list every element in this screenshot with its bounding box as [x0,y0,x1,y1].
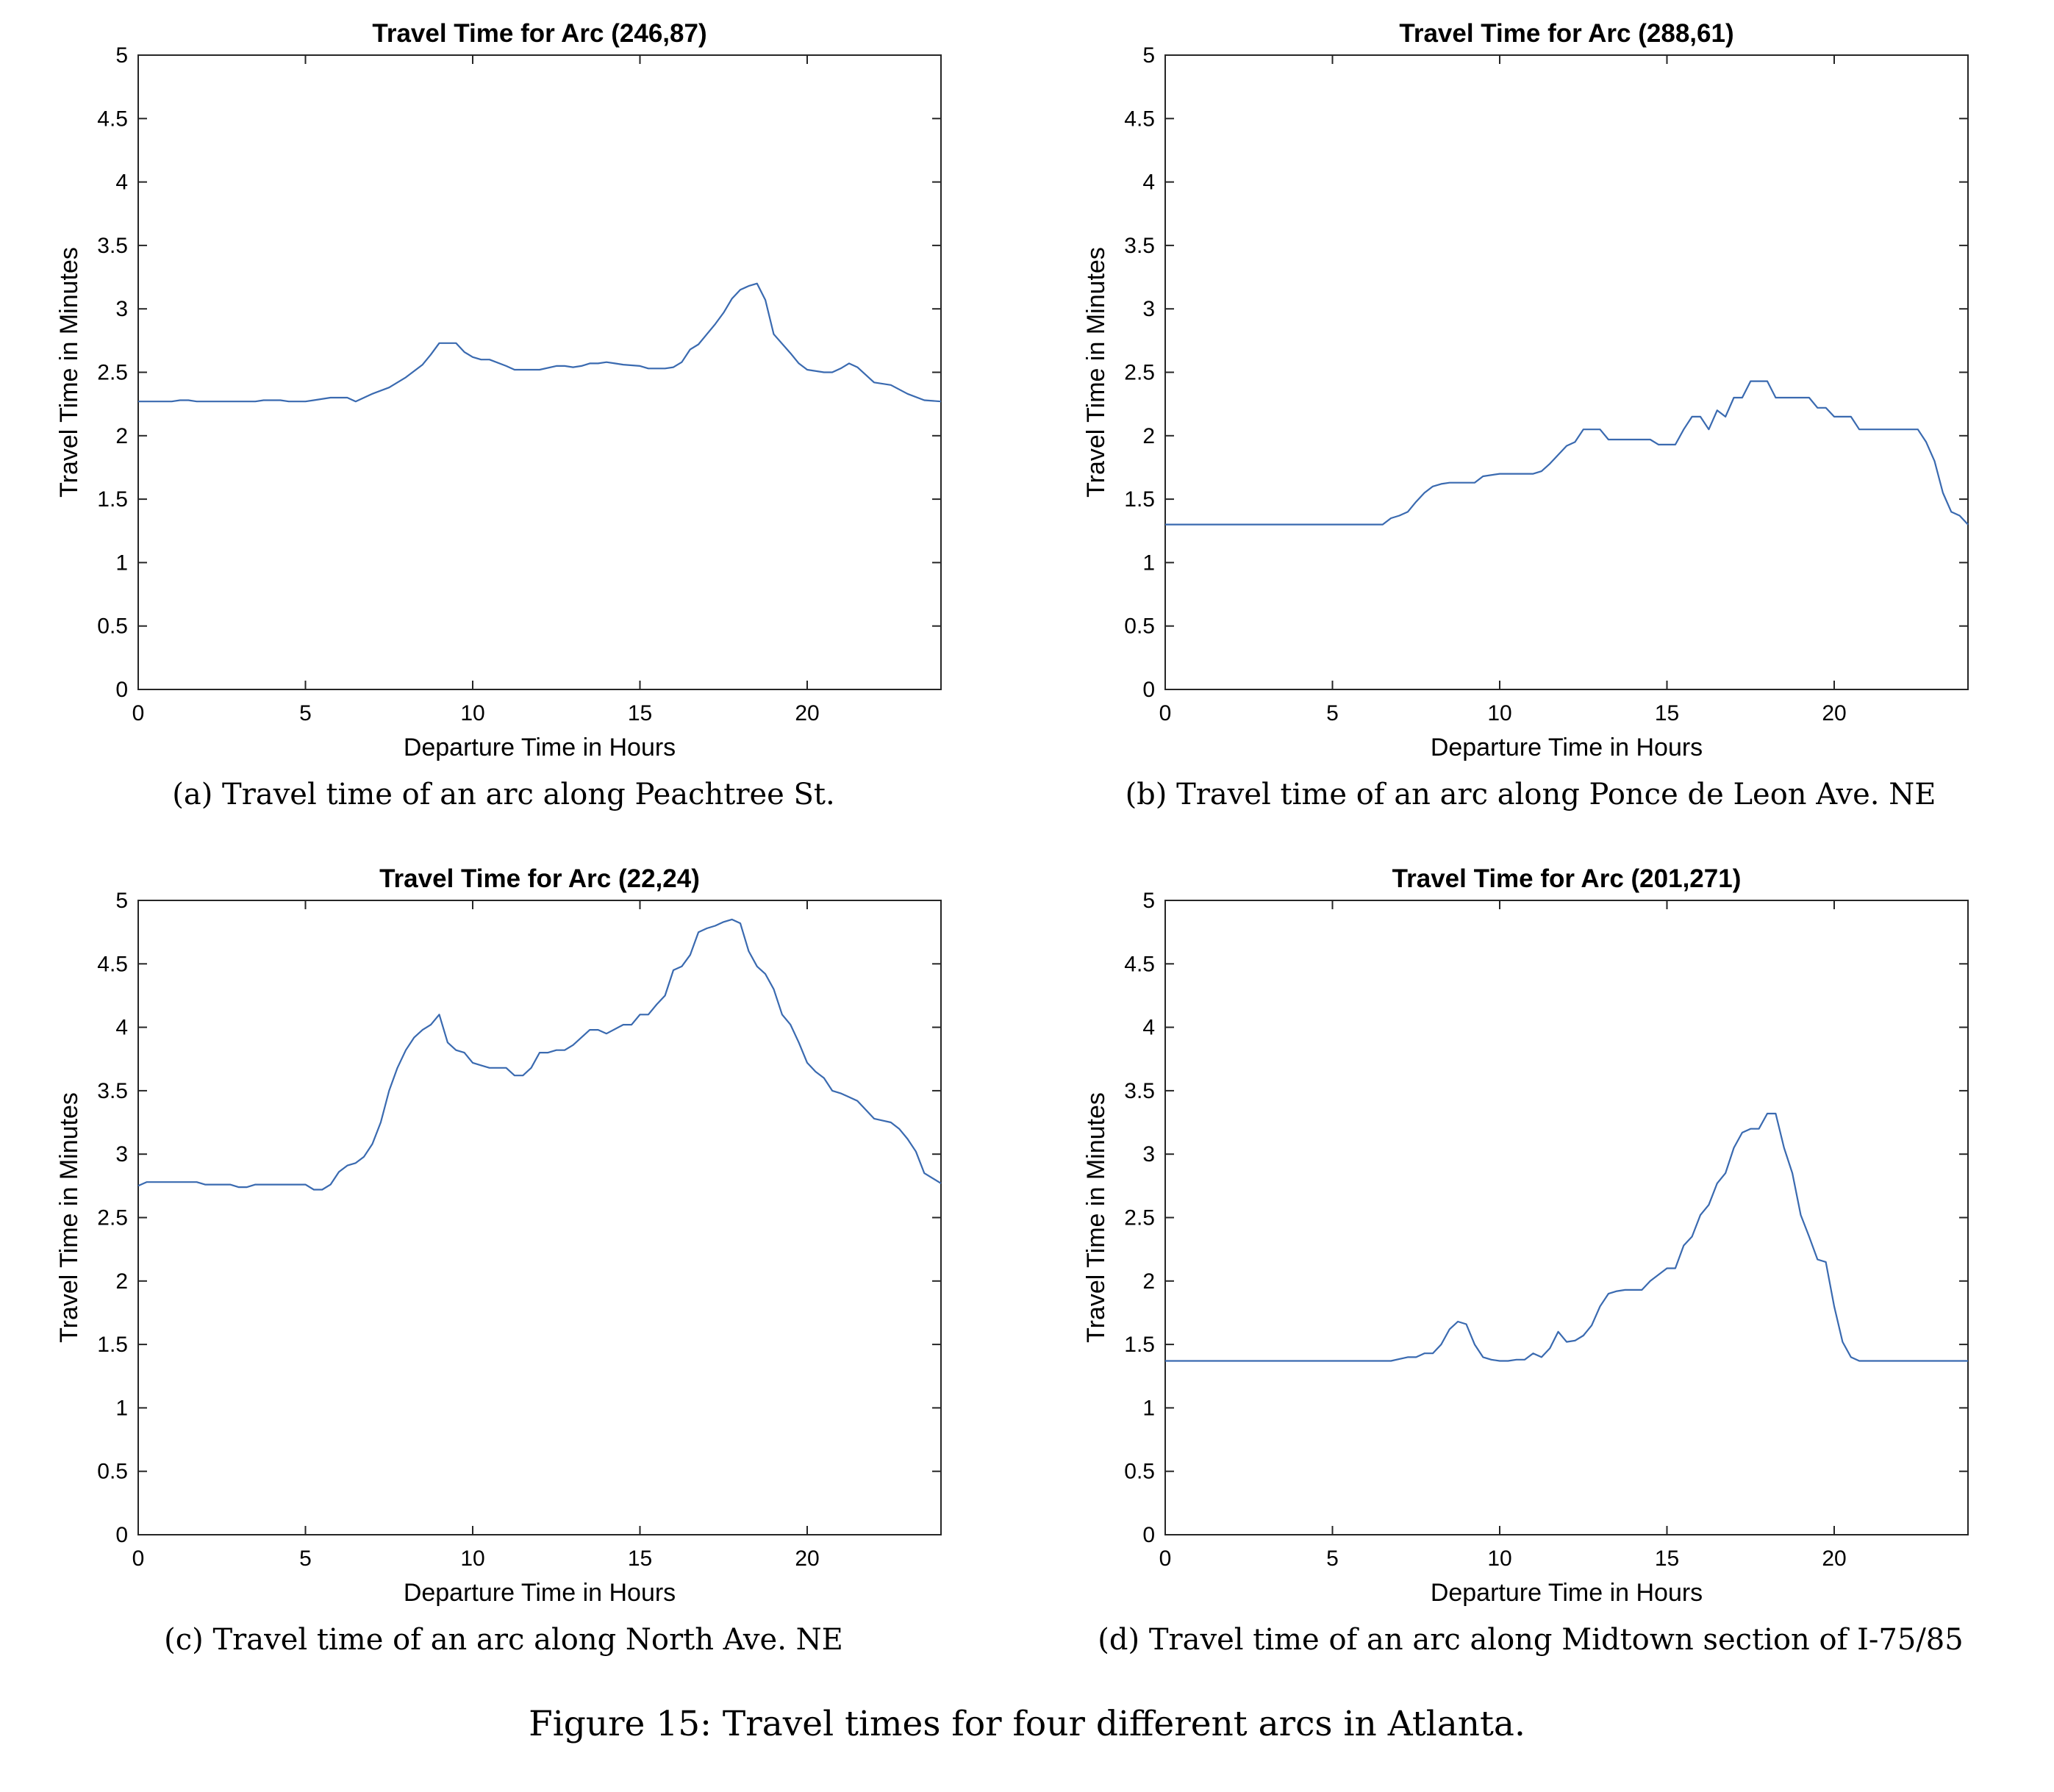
y-tick-label: 2.5 [97,1206,128,1230]
y-tick-label: 4.5 [97,952,128,976]
y-tick-label: 1 [1142,1396,1155,1420]
y-tick-label: 3.5 [97,234,128,258]
series-line [137,918,942,1191]
y-tick-label: 2 [115,1269,128,1294]
y-tick-label: 3.5 [97,1079,128,1103]
x-tick-label: 15 [1655,701,1679,725]
y-axis-label: Travel Time in Minutes [1082,1092,1110,1343]
x-axis-label: Departure Time in Hours [1431,1579,1703,1607]
y-tick-label: 5 [115,889,128,913]
series-line [138,282,942,403]
y-tick-label: 5 [1142,889,1155,913]
x-tick-label: 15 [628,1547,652,1571]
y-tick-label: 3 [1142,297,1155,321]
x-tick-label: 10 [460,1547,484,1571]
y-tick-label: 1.5 [97,487,128,512]
y-tick-label: 1.5 [1124,487,1155,512]
x-tick-label: 0 [1159,701,1172,725]
chart-title: Travel Time for Arc (22,24) [379,864,700,893]
y-tick-label: 0 [115,678,128,702]
y-tick-label: 5 [1142,43,1155,68]
plot-area [137,54,942,690]
x-tick-label: 20 [795,701,819,725]
y-tick-label: 4 [1142,1016,1155,1040]
y-tick-label: 4 [1142,171,1155,195]
y-tick-label: 3 [115,297,128,321]
y-tick-label: 4 [115,171,128,195]
y-tick-label: 4.5 [97,107,128,131]
y-tick-label: 0.5 [1124,1460,1155,1484]
y-tick-label: 1.5 [97,1333,128,1357]
x-tick-label: 5 [299,1547,312,1571]
y-tick-label: 0.5 [1124,614,1155,639]
x-tick-label: 20 [1822,701,1846,725]
chart-title: Travel Time for Arc (246,87) [372,19,706,48]
y-tick-label: 0 [1142,678,1155,702]
y-axis-label: Travel Time in Minutes [55,1092,83,1343]
y-tick-label: 3 [115,1142,128,1166]
y-tick-label: 0 [1142,1523,1155,1547]
series-line [1165,380,1969,526]
x-tick-label: 0 [132,1547,145,1571]
x-tick-label: 5 [299,701,312,725]
y-tick-label: 2 [1142,424,1155,448]
y-tick-label: 1 [1142,551,1155,575]
y-tick-label: 5 [115,43,128,68]
x-axis-label: Departure Time in Hours [404,1579,676,1607]
y-tick-label: 4.5 [1124,107,1155,131]
x-tick-label: 10 [460,701,484,725]
chart-panel-a: Travel Time for Arc (246,87) 0 0.5 1 1.5 2 2.5… [55,19,942,761]
y-tick-label: 1.5 [1124,1333,1155,1357]
chart-title: Travel Time for Arc (288,61) [1399,19,1733,48]
chart-title: Travel Time for Arc (201,271) [1392,864,1742,893]
series-line [1165,1112,1968,1362]
x-tick-label: 0 [1159,1547,1172,1571]
caption-d: (d) Travel time of an arc along Midtown … [1098,1623,1964,1657]
x-tick-label: 10 [1487,701,1511,725]
y-axis-label: Travel Time in Minutes [55,247,83,498]
y-tick-label: 4.5 [1124,952,1155,976]
y-tick-label: 3.5 [1124,234,1155,258]
x-tick-label: 10 [1487,1547,1511,1571]
y-tick-label: 2 [1142,1269,1155,1294]
caption-a: (a) Travel time of an arc along Peachtre… [172,778,835,811]
y-tick-label: 2.5 [97,361,128,385]
chart-panel-b: Travel Time for Arc (288,61) 0 0.5 1 1.5 2 2.5… [1082,19,1969,761]
x-axis-label: Departure Time in Hours [404,734,676,761]
plot-area [1164,900,1969,1535]
y-tick-label: 0.5 [97,614,128,639]
x-tick-label: 5 [1326,1547,1339,1571]
x-axis-label: Departure Time in Hours [1431,734,1703,761]
y-tick-label: 2.5 [1124,361,1155,385]
x-tick-label: 5 [1326,701,1339,725]
chart-panel-c: Travel Time for Arc (22,24) 0 0.5 1 1.5 2 2.5 3… [55,864,942,1607]
plot-area [1164,54,1969,690]
y-tick-label: 3 [1142,1142,1155,1166]
x-tick-label: 15 [1655,1547,1679,1571]
plot-area [137,900,942,1535]
y-tick-label: 0.5 [97,1460,128,1484]
y-tick-label: 4 [115,1016,128,1040]
y-tick-label: 1 [115,1396,128,1420]
y-axis-label: Travel Time in Minutes [1082,247,1110,498]
x-tick-label: 15 [628,701,652,725]
x-tick-label: 0 [132,701,145,725]
caption-c: (c) Travel time of an arc along North Av… [164,1623,843,1657]
chart-panel-d: Travel Time for Arc (201,271) 0 0.5 1 1.5 2 2.… [1082,864,1969,1607]
y-tick-label: 0 [115,1523,128,1547]
caption-b: (b) Travel time of an arc along Ponce de… [1125,778,1936,811]
y-tick-label: 3.5 [1124,1079,1155,1103]
y-tick-label: 1 [115,551,128,575]
figure-caption: Figure 15: Travel times for four differe… [529,1704,1525,1744]
x-tick-label: 20 [1822,1547,1846,1571]
x-tick-label: 20 [795,1547,819,1571]
y-tick-label: 2 [115,424,128,448]
y-tick-label: 2.5 [1124,1206,1155,1230]
